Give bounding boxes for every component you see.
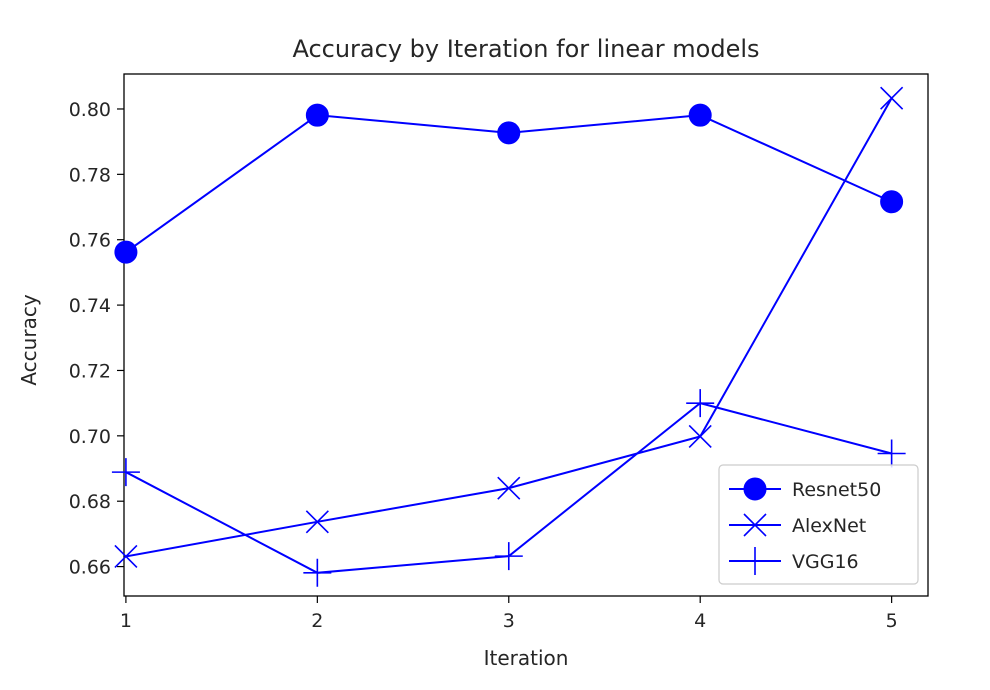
data-point — [497, 476, 521, 500]
data-point — [305, 510, 329, 534]
data-point — [114, 240, 138, 264]
y-tick-label: 0.72 — [69, 360, 111, 382]
y-tick-label: 0.76 — [69, 230, 111, 252]
y-tick-label: 0.68 — [69, 491, 111, 513]
y-tick-label: 0.70 — [69, 426, 111, 448]
data-point — [880, 190, 904, 214]
data-point — [688, 424, 712, 449]
series-layer — [111, 86, 906, 587]
x-tick-label: 2 — [311, 610, 323, 632]
legend: Resnet50 AlexNet VGG16 — [718, 464, 919, 585]
data-point — [497, 121, 521, 145]
y-tick-label: 0.80 — [69, 99, 111, 121]
y-axis-ticks: 0.66 0.68 0.70 0.72 0.74 0.76 0.78 0.80 — [69, 99, 124, 579]
legend-label: AlexNet — [792, 515, 866, 537]
legend-marker — [743, 477, 767, 501]
data-point — [303, 558, 332, 587]
legend-item: AlexNet — [729, 513, 866, 537]
data-point — [686, 389, 715, 418]
y-tick-label: 0.78 — [69, 164, 111, 186]
x-axis-ticks: 1 2 3 4 5 — [120, 596, 898, 632]
data-point — [877, 439, 906, 468]
plot-area — [123, 73, 929, 597]
data-point — [305, 103, 329, 127]
data-point — [688, 103, 712, 127]
y-axis-label: Accuracy — [17, 294, 41, 385]
series-vgg16 — [111, 389, 906, 587]
data-point — [494, 542, 523, 571]
y-tick-label: 0.66 — [69, 557, 111, 579]
x-tick-label: 1 — [120, 610, 132, 632]
data-point — [114, 544, 138, 569]
legend-label: VGG16 — [792, 551, 859, 573]
plot-frame — [123, 73, 929, 597]
data-point — [111, 458, 140, 487]
x-axis-label: Iteration — [484, 646, 569, 670]
x-tick-label: 5 — [886, 610, 898, 632]
legend-box — [718, 464, 919, 585]
series-alexnet — [114, 86, 904, 569]
legend-label: Resnet50 — [792, 479, 881, 501]
y-tick-label: 0.74 — [69, 295, 111, 317]
legend-marker — [741, 547, 769, 575]
legend-item: Resnet50 — [729, 477, 881, 501]
legend-marker — [743, 513, 767, 537]
x-tick-label: 3 — [503, 610, 515, 632]
chart-title: Accuracy by Iteration for linear models — [292, 35, 759, 63]
data-point — [880, 86, 904, 110]
legend-item: VGG16 — [729, 547, 859, 575]
series-resnet50 — [114, 103, 904, 264]
x-tick-label: 4 — [694, 610, 706, 632]
